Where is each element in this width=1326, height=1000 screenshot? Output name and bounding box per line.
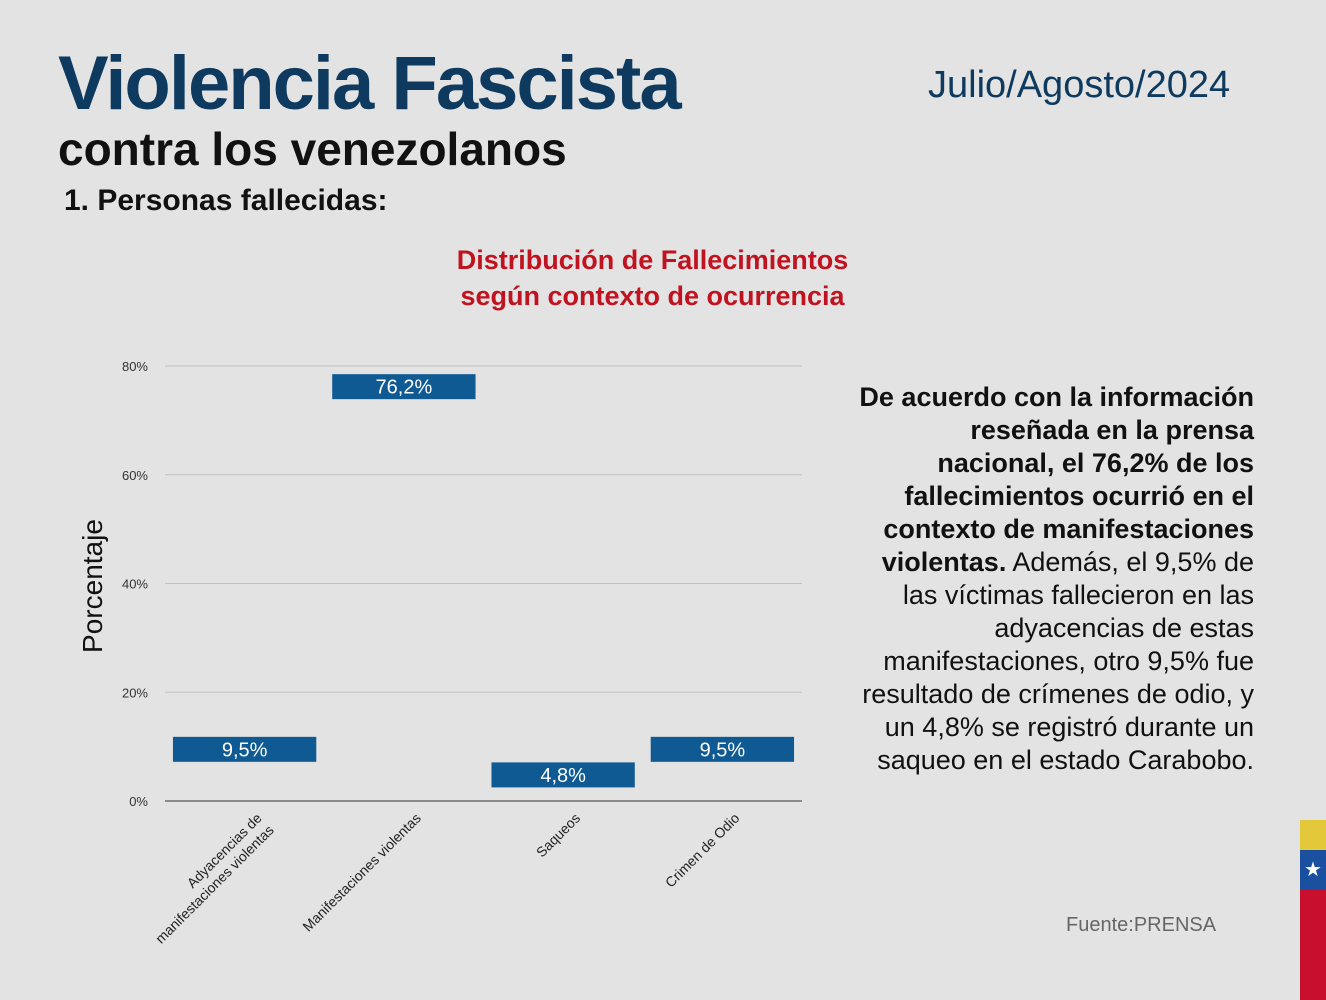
x-tick-label: Manifestaciones violentas <box>299 810 424 935</box>
source-label: Fuente:PRENSA <box>1066 914 1217 936</box>
bar-value-label: 76,2% <box>376 377 433 399</box>
x-tick-label-line: Crimen de Odio <box>662 810 743 891</box>
y-tick-label: 40% <box>122 577 148 592</box>
description-text: De acuerdo con la información reseñada e… <box>850 381 1254 777</box>
x-tick-label-line: Saqueos <box>533 810 583 860</box>
bar <box>332 374 476 400</box>
y-tick-label: 20% <box>122 685 148 700</box>
x-tick-label-line: Manifestaciones violentas <box>299 810 424 935</box>
chart-title: Distribución de Fallecimientos según con… <box>380 242 925 314</box>
bar-chart: 0% 20% 40% 60% 80% Porcentaje 9,5% Adyacencias … <box>77 359 803 947</box>
x-tick-label-line: manifestaciones violentas <box>152 822 277 947</box>
y-tick-label: 80% <box>122 359 148 374</box>
flag-star-icon: ★ <box>1300 850 1326 890</box>
chart-title-line-2: según contexto de ocurrencia <box>460 281 845 311</box>
bar <box>172 736 317 762</box>
bar-value-label: 4,8% <box>540 765 586 787</box>
x-tick-label: Saqueos <box>533 810 583 860</box>
x-tick-label: Adyacencias demanifestaciones violentas <box>140 810 277 947</box>
bar <box>491 762 635 788</box>
date-label: Julio/Agosto/2024 <box>928 64 1231 106</box>
x-tick-label: Crimen de Odio <box>662 810 743 891</box>
y-axis-label: Porcentaje <box>77 519 108 653</box>
flag-red-stripe <box>1300 890 1326 1000</box>
bar-value-label: 9,5% <box>700 739 746 761</box>
page-title: Violencia Fascista <box>58 41 682 126</box>
bar <box>650 736 795 762</box>
bar-value-label: 9,5% <box>222 739 268 761</box>
chart-title-line-1: Distribución de Fallecimientos <box>456 245 849 275</box>
section-heading: 1. Personas fallecidas: <box>64 184 388 217</box>
flag-yellow-stripe <box>1300 820 1326 850</box>
description-normal: Además, el 9,5% de las víctimas fallecie… <box>862 547 1254 775</box>
y-tick-label: 0% <box>129 794 148 809</box>
page-subtitle: contra los venezolanos <box>58 123 567 175</box>
y-tick-label: 60% <box>122 468 148 483</box>
description-bold: De acuerdo con la información reseñada e… <box>859 382 1254 577</box>
